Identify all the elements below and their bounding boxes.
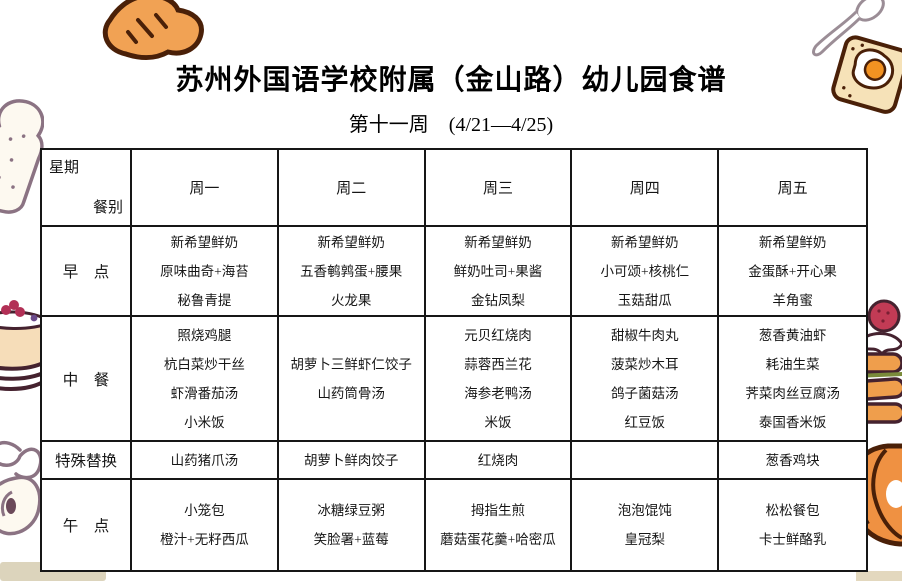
spoon-illustration — [812, 0, 885, 57]
menu-item: 鲜奶吐司+果酱 — [453, 263, 543, 279]
menu-item: 耗油生菜 — [765, 356, 820, 372]
menu-item: 鸽子菌菇汤 — [611, 385, 679, 401]
pancake-berry-illustration — [854, 299, 902, 424]
menu-item: 火龙果 — [330, 292, 372, 308]
menu-item: 秘鲁青提 — [177, 292, 232, 308]
menu-item: 小笼包 — [184, 503, 225, 518]
menu-cell-r3-d5: 葱香鸡块 — [719, 442, 866, 480]
corner-cell: 星期 餐别 — [42, 150, 132, 227]
toast-egg-illustration — [831, 35, 902, 114]
menu-item: 虾滑番茄汤 — [170, 385, 239, 401]
menu-item: 荠菜肉丝豆腐汤 — [745, 385, 840, 401]
menu-item: 冰糖绿豆粥 — [317, 503, 385, 518]
menu-item: 原味曲奇+海苔 — [160, 263, 249, 279]
menu-cell-r3-d4 — [572, 442, 720, 480]
menu-item: 松松餐包 — [765, 503, 820, 518]
bread-bun-illustration — [102, 0, 204, 60]
menu-cell-r1-d2: 新希望鲜奶五香鹌鹑蛋+腰果 火龙果 — [278, 227, 426, 317]
spoon-toast-illustration — [812, 0, 902, 114]
menu-item: 新希望鲜奶 — [317, 234, 385, 250]
menu-cell-r2-d1: 照烧鸡腿杭白菜炒干丝 虾滑番茄汤小米饭 — [132, 317, 279, 442]
menu-item: 胡萝卜三鲜虾仁饺子 — [290, 356, 412, 372]
menu-cell-r3-d1: 山药猪爪汤 — [132, 442, 279, 480]
day-header-5: 周五 — [719, 150, 866, 227]
menu-cell-r3-d3: 红烧肉 — [425, 442, 573, 480]
menu-cell-r2-d4: 甜椒牛肉丸菠菜炒木耳鸽子菌菇汤红豆饭 — [572, 317, 720, 442]
day-header-4: 周四 — [572, 150, 720, 227]
menu-cell-r1-d3: 新希望鲜奶鲜奶吐司+果酱 金钻凤梨 — [425, 227, 573, 317]
menu-cell-r4-d4: 泡泡馄饨 皇冠梨 — [572, 480, 720, 570]
menu-item: 新希望鲜奶 — [611, 234, 679, 250]
corner-label-meal: 餐别 — [92, 200, 123, 216]
menu-item: 米饭 — [484, 414, 512, 430]
menu-cell-r4-d1: 小笼包橙汁+无籽西瓜 — [132, 480, 279, 570]
day-header-3: 周三 — [425, 150, 573, 227]
menu-item: 蒜蓉西兰花 — [464, 356, 532, 372]
menu-item: 玉菇甜瓜 — [617, 292, 672, 308]
menu-item: 山药猪爪汤 — [170, 452, 239, 468]
menu-cell-r2-d2: 胡萝卜三鲜虾仁饺子 山药筒骨汤 — [278, 317, 426, 442]
day-header-2: 周二 — [278, 150, 426, 227]
page-subtitle: 第十一周 (4/21—4/25) — [348, 114, 554, 136]
menu-item: 红豆饭 — [624, 414, 666, 430]
menu-item: 五香鹌鹑蛋+腰果 — [300, 263, 403, 279]
menu-item: 新希望鲜奶 — [170, 234, 239, 250]
menu-item: 羊角蜜 — [772, 292, 813, 308]
menu-item: 笑脸署+蓝莓 — [313, 532, 389, 547]
menu-table: 星期 餐别 周一 周二 周三 周四 周五早 点新希望鲜奶 原味曲奇+海苔 秘鲁青提 新希望鲜奶… — [40, 148, 868, 572]
day-header-1: 周一 — [132, 150, 279, 227]
menu-cell-r1-d5: 新希望鲜奶金蛋酥+开心果 羊角蜜 — [719, 227, 866, 317]
fruit-doodle-illustration — [0, 440, 43, 536]
menu-cell-r3-d2: 胡萝卜鲜肉饺子 — [278, 442, 426, 480]
menu-cell-r2-d3: 元贝红烧肉蒜蓉西兰花海参老鸭汤米饭 — [425, 317, 573, 442]
corner-label-week: 星期 — [49, 160, 80, 176]
menu-item: 皇冠梨 — [624, 532, 666, 547]
menu-item: 小可颂+核桃仁 — [600, 263, 690, 279]
menu-cell-r4-d5: 松松餐包 卡士鲜酪乳 — [719, 480, 866, 570]
meal-label-1: 早 点 — [42, 227, 132, 317]
page-title: 苏州外国语学校附属（金山路）幼儿园食谱 — [175, 65, 727, 96]
menu-item: 菠菜炒木耳 — [611, 356, 679, 372]
meal-label-2: 中 餐 — [42, 317, 132, 442]
menu-item: 橙汁+无籽西瓜 — [160, 532, 249, 547]
meal-label-4: 午 点 — [42, 480, 132, 570]
menu-item: 拇指生煎 — [470, 503, 525, 518]
menu-item: 泡泡馄饨 — [617, 503, 672, 518]
meal-label-3: 特殊替换 — [42, 442, 132, 480]
menu-cell-r2-d5: 葱香黄油虾耗油生菜荠菜肉丝豆腐汤 泰国香米饭 — [719, 317, 866, 442]
menu-cell-r1-d4: 新希望鲜奶小可颂+核桃仁 玉菇甜瓜 — [572, 227, 720, 317]
menu-item: 泰国香米饭 — [758, 414, 827, 430]
menu-item: 葱香鸡块 — [765, 452, 820, 468]
menu-item: 杭白菜炒干丝 — [163, 356, 245, 372]
menu-item: 金蛋酥+开心果 — [748, 263, 837, 279]
berry-cake-illustration — [0, 300, 54, 391]
menu-item: 元贝红烧肉 — [464, 327, 532, 343]
menu-item: 蘑菇蛋花羹+哈密瓜 — [440, 532, 556, 547]
menu-item: 葱香黄油虾 — [758, 327, 827, 343]
menu-item: 新希望鲜奶 — [758, 234, 827, 250]
menu-cell-r1-d1: 新希望鲜奶原味曲奇+海苔 秘鲁青提 — [132, 227, 279, 317]
menu-item: 新希望鲜奶 — [464, 234, 532, 250]
bread-slice-illustration — [0, 99, 44, 214]
menu-item: 山药筒骨汤 — [317, 385, 385, 401]
menu-item: 红烧肉 — [477, 452, 519, 468]
menu-cell-r4-d3: 拇指生煎蘑菇蛋花羹+哈密瓜 — [425, 480, 573, 570]
tan-strip-bottom-right — [856, 571, 902, 581]
menu-item: 金钻凤梨 — [470, 292, 525, 308]
menu-item: 照烧鸡腿 — [177, 327, 232, 343]
menu-item: 甜椒牛肉丸 — [611, 327, 679, 343]
menu-item: 海参老鸭汤 — [464, 385, 532, 401]
menu-item: 胡萝卜鲜肉饺子 — [303, 452, 399, 468]
menu-item: 小米饭 — [184, 414, 225, 430]
menu-cell-r4-d2: 冰糖绿豆粥笑脸署+蓝莓 — [278, 480, 426, 570]
menu-item: 卡士鲜酪乳 — [758, 532, 827, 547]
